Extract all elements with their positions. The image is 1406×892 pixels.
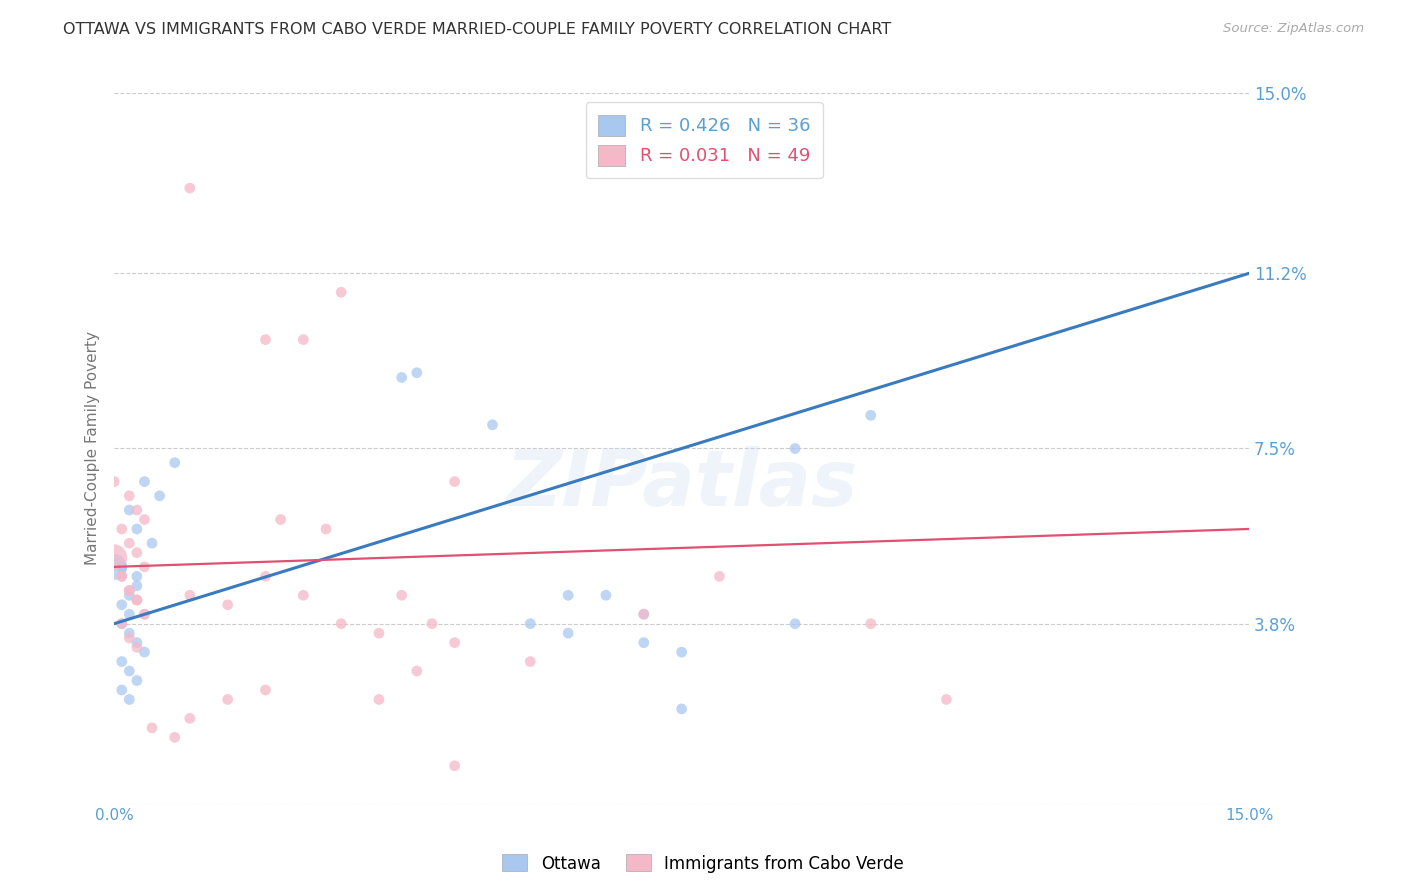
Point	[134, 512, 156, 526]
Point	[125, 635, 148, 649]
Point	[103, 475, 125, 489]
Point	[292, 588, 315, 602]
Point	[149, 489, 172, 503]
Point	[315, 522, 337, 536]
Point	[118, 489, 141, 503]
Point	[111, 683, 134, 698]
Point	[671, 702, 693, 716]
Point	[270, 512, 292, 526]
Point	[125, 673, 148, 688]
Point	[111, 616, 134, 631]
Point	[118, 631, 141, 645]
Point	[443, 475, 465, 489]
Point	[391, 370, 413, 384]
Point	[118, 692, 141, 706]
Point	[134, 559, 156, 574]
Point	[671, 645, 693, 659]
Point	[111, 616, 134, 631]
Point	[125, 569, 148, 583]
Point	[118, 664, 141, 678]
Point	[111, 569, 134, 583]
Point	[111, 559, 134, 574]
Y-axis label: Married-Couple Family Poverty: Married-Couple Family Poverty	[86, 332, 100, 566]
Point	[118, 607, 141, 622]
Point	[134, 607, 156, 622]
Point	[217, 598, 239, 612]
Point	[859, 616, 882, 631]
Point	[783, 442, 806, 456]
Point	[519, 655, 541, 669]
Point	[118, 503, 141, 517]
Point	[118, 588, 141, 602]
Point	[330, 285, 353, 300]
Point	[254, 569, 277, 583]
Point	[111, 569, 134, 583]
Point	[118, 536, 141, 550]
Point	[519, 616, 541, 631]
Point	[254, 333, 277, 347]
Point	[935, 692, 957, 706]
Point	[118, 583, 141, 598]
Point	[179, 181, 201, 195]
Point	[420, 616, 443, 631]
Point	[292, 333, 315, 347]
Text: ZIPatlas: ZIPatlas	[506, 446, 858, 522]
Point	[405, 664, 427, 678]
Point	[163, 456, 186, 470]
Point	[163, 731, 186, 745]
Point	[709, 569, 731, 583]
Point	[179, 588, 201, 602]
Point	[125, 593, 148, 607]
Point	[633, 607, 655, 622]
Point	[125, 522, 148, 536]
Point	[633, 635, 655, 649]
Point	[217, 692, 239, 706]
Point	[859, 409, 882, 423]
Point	[330, 616, 353, 631]
Point	[557, 588, 579, 602]
Point	[557, 626, 579, 640]
Point	[134, 645, 156, 659]
Point	[405, 366, 427, 380]
Point	[595, 588, 617, 602]
Legend: R = 0.426   N = 36, R = 0.031   N = 49: R = 0.426 N = 36, R = 0.031 N = 49	[586, 103, 823, 178]
Point	[481, 417, 503, 432]
Point	[125, 546, 148, 560]
Point	[103, 559, 125, 574]
Point	[254, 683, 277, 698]
Point	[179, 711, 201, 725]
Point	[118, 583, 141, 598]
Point	[103, 550, 125, 565]
Point	[111, 522, 134, 536]
Legend: Ottawa, Immigrants from Cabo Verde: Ottawa, Immigrants from Cabo Verde	[496, 847, 910, 880]
Point	[391, 588, 413, 602]
Point	[125, 579, 148, 593]
Point	[443, 635, 465, 649]
Point	[125, 640, 148, 655]
Point	[111, 598, 134, 612]
Point	[118, 626, 141, 640]
Point	[633, 607, 655, 622]
Text: OTTAWA VS IMMIGRANTS FROM CABO VERDE MARRIED-COUPLE FAMILY POVERTY CORRELATION C: OTTAWA VS IMMIGRANTS FROM CABO VERDE MAR…	[63, 22, 891, 37]
Point	[125, 503, 148, 517]
Point	[125, 593, 148, 607]
Point	[368, 692, 391, 706]
Point	[141, 536, 163, 550]
Text: Source: ZipAtlas.com: Source: ZipAtlas.com	[1223, 22, 1364, 36]
Point	[443, 758, 465, 772]
Point	[111, 655, 134, 669]
Point	[134, 475, 156, 489]
Point	[368, 626, 391, 640]
Point	[783, 616, 806, 631]
Point	[134, 607, 156, 622]
Point	[141, 721, 163, 735]
